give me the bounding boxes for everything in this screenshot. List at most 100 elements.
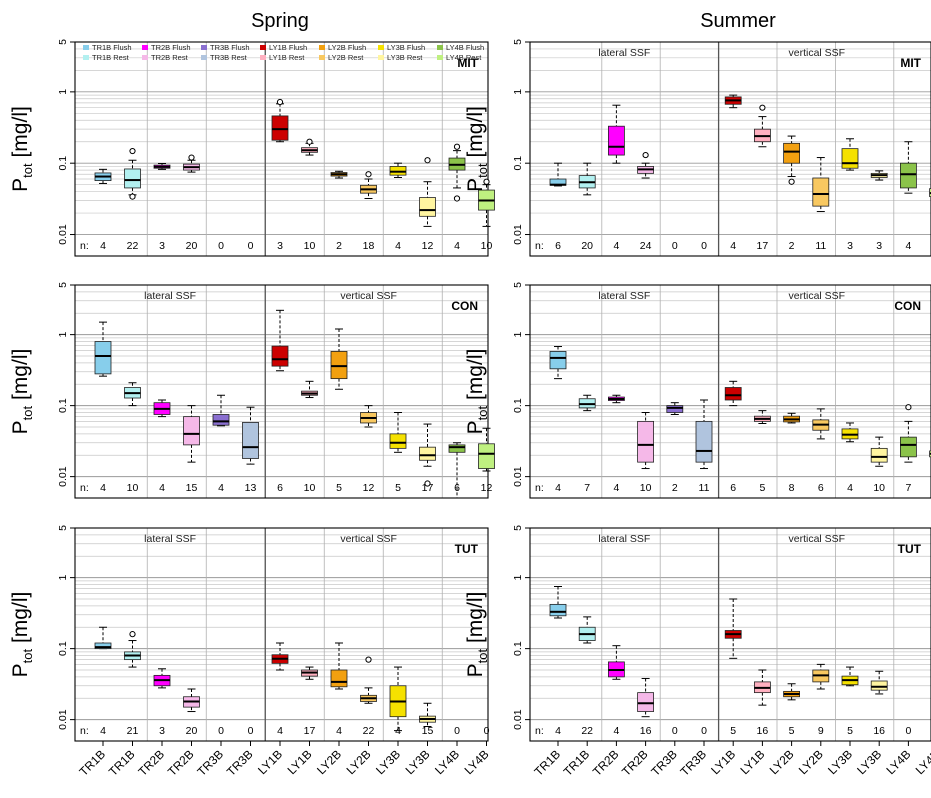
- box-ly1b-7: [301, 666, 318, 680]
- box-ly3b-10: [841, 666, 859, 687]
- box-tr3b-5: [695, 399, 713, 470]
- n-prefix: n:: [535, 240, 544, 252]
- box-body: [94, 642, 112, 650]
- n-count: 22: [363, 725, 375, 737]
- n-count: 0: [672, 240, 678, 252]
- box-ly2b-9: [360, 405, 377, 428]
- box-body: [695, 420, 713, 463]
- y-axis-label-symbol: P: [464, 178, 487, 192]
- y-tick-label: 5: [512, 282, 524, 288]
- n-count: 6: [818, 482, 824, 494]
- x-category-label: LY4B: [883, 747, 913, 777]
- box-tr2b-2: [608, 104, 625, 164]
- box-ly4b-12: [448, 143, 466, 202]
- y-axis-label: Ptot [mg/l]: [464, 592, 490, 678]
- outlier-point: [759, 104, 766, 111]
- n-count: 2: [672, 482, 678, 494]
- y-axis-label-subscript: tot: [20, 648, 35, 663]
- box-ly2b-8: [783, 683, 800, 701]
- box-ly4b-13: [929, 450, 931, 458]
- box-ly1b-6: [724, 380, 742, 407]
- n-count: 4: [159, 482, 165, 494]
- legend-swatch: [201, 55, 207, 60]
- n-count: 4: [555, 482, 561, 494]
- x-category-label: TR2B: [590, 747, 622, 779]
- outlier-point: [483, 178, 490, 185]
- n-count: 4: [277, 725, 283, 737]
- box-ly3b-10: [389, 412, 407, 453]
- box-ly4b-13: [478, 178, 495, 227]
- n-prefix: n:: [80, 240, 89, 252]
- n-count: 4: [454, 240, 460, 252]
- y-tick-label: 1: [512, 332, 524, 338]
- n-count: 0: [248, 240, 254, 252]
- box-ly2b-8: [330, 642, 348, 690]
- y-tick-label: 5: [57, 525, 69, 531]
- legend-swatch: [142, 45, 148, 50]
- y-tick-label: 0.1: [57, 641, 69, 656]
- box-body: [637, 692, 654, 712]
- n-count: 3: [159, 240, 165, 252]
- n-count: 11: [815, 240, 826, 252]
- n-count: 4: [905, 240, 911, 252]
- y-tick-label: 5: [57, 282, 69, 288]
- n-count: 4: [847, 482, 853, 494]
- n-count: 4: [100, 240, 106, 252]
- n-count: 20: [186, 725, 198, 737]
- legend-label: TR1B Flush: [92, 43, 132, 52]
- y-axis-label: Ptot [mg/l]: [464, 349, 490, 435]
- y-axis-label-subscript: tot: [475, 648, 490, 663]
- ssf-label-lateral: lateral SSF: [598, 290, 650, 302]
- y-tick-label: 0.1: [57, 156, 69, 171]
- box-tr1b-0: [94, 168, 112, 184]
- n-count: 17: [304, 725, 316, 737]
- n-count: 5: [759, 482, 765, 494]
- box-ly1b-7: [754, 410, 771, 425]
- site-label: CON: [451, 299, 478, 313]
- x-category-label: TR3B: [678, 747, 710, 779]
- box-ly1b-7: [754, 669, 771, 706]
- box-ly3b-10: [389, 162, 407, 179]
- box-ly2b-8: [330, 170, 348, 179]
- y-axis-label-subscript: tot: [20, 405, 35, 420]
- n-count: 20: [581, 240, 593, 252]
- y-tick-label: 5: [512, 525, 524, 531]
- box-ly2b-8: [783, 135, 800, 185]
- box-tr1b-0: [549, 585, 567, 619]
- outlier-point: [365, 656, 372, 663]
- n-count: 5: [336, 482, 342, 494]
- n-count: 6: [730, 482, 736, 494]
- y-tick-label: 0.01: [512, 224, 524, 245]
- y-axis-label-unit: [mg/l]: [464, 106, 487, 163]
- y-tick-label: 1: [57, 575, 69, 581]
- x-category-label: LY2B: [796, 747, 826, 777]
- box-ly3b-10: [841, 422, 859, 443]
- y-tick-label: 0.1: [512, 398, 524, 413]
- n-count: 16: [873, 725, 885, 737]
- box-body: [448, 444, 466, 453]
- y-axis-label-unit: [mg/l]: [9, 592, 32, 649]
- panel-frame: [74, 41, 489, 257]
- n-count: 4: [730, 240, 736, 252]
- x-category-label: TR1B: [532, 747, 564, 779]
- box-body: [724, 387, 742, 401]
- n-count: 17: [757, 240, 769, 252]
- n-count: 10: [127, 482, 139, 494]
- x-category-label: LY3B: [373, 747, 403, 777]
- y-axis-label-subscript: tot: [475, 405, 490, 420]
- n-count: 4: [100, 482, 106, 494]
- ssf-label-lateral: lateral SSF: [144, 290, 196, 302]
- box-tr1b-1: [578, 394, 596, 412]
- box-body: [549, 351, 567, 370]
- n-count: 0: [248, 725, 254, 737]
- outlier-point: [276, 98, 284, 106]
- n-count: 3: [159, 725, 165, 737]
- legend-label: LY1B Rest: [269, 53, 305, 62]
- n-count: 18: [363, 240, 375, 252]
- box-body: [608, 125, 625, 156]
- x-category-label: TR1B: [561, 747, 593, 779]
- y-axis-label: Ptot [mg/l]: [464, 106, 490, 192]
- x-category-label: TR3B: [648, 747, 680, 779]
- box-ly4b-12: [900, 141, 917, 194]
- box-tr3b-4: [666, 402, 684, 415]
